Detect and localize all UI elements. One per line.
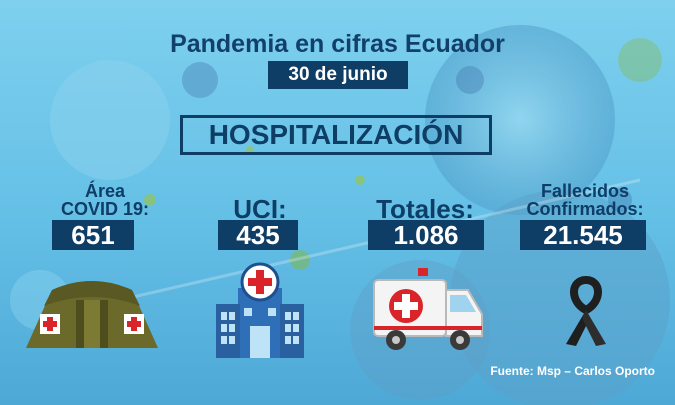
stat-label-line2: Confirmados:: [526, 199, 644, 219]
stat-label-fallecidos: Fallecidos Confirmados:: [510, 182, 660, 218]
ambulance-icon: [373, 268, 483, 350]
stat-value-totales: 1.086: [368, 220, 484, 250]
stat-value-fallecidos: 21.545: [520, 220, 646, 250]
stat-label-line2: COVID 19:: [60, 199, 150, 219]
stat-label-uci: UCI:: [233, 194, 287, 224]
stat-value-area-covid: 651: [52, 220, 134, 250]
hospital-building-icon: [216, 262, 304, 358]
section-title: HOSPITALIZACIÓN: [180, 115, 492, 155]
page-title: Pandemia en cifras Ecuador: [170, 30, 505, 58]
mourning-ribbon-icon: [566, 276, 606, 346]
stat-label-line1: Área: [84, 181, 126, 201]
stat-label-line1: Fallecidos: [540, 181, 630, 201]
stat-label-totales: Totales:: [376, 194, 474, 224]
stat-value-uci: 435: [218, 220, 298, 250]
military-tent-icon: [26, 281, 158, 348]
source-credit: Fuente: Msp – Carlos Oporto: [490, 364, 655, 378]
date-badge: 30 de junio: [268, 61, 408, 89]
stat-label-area-covid: Área COVID 19:: [40, 182, 170, 218]
